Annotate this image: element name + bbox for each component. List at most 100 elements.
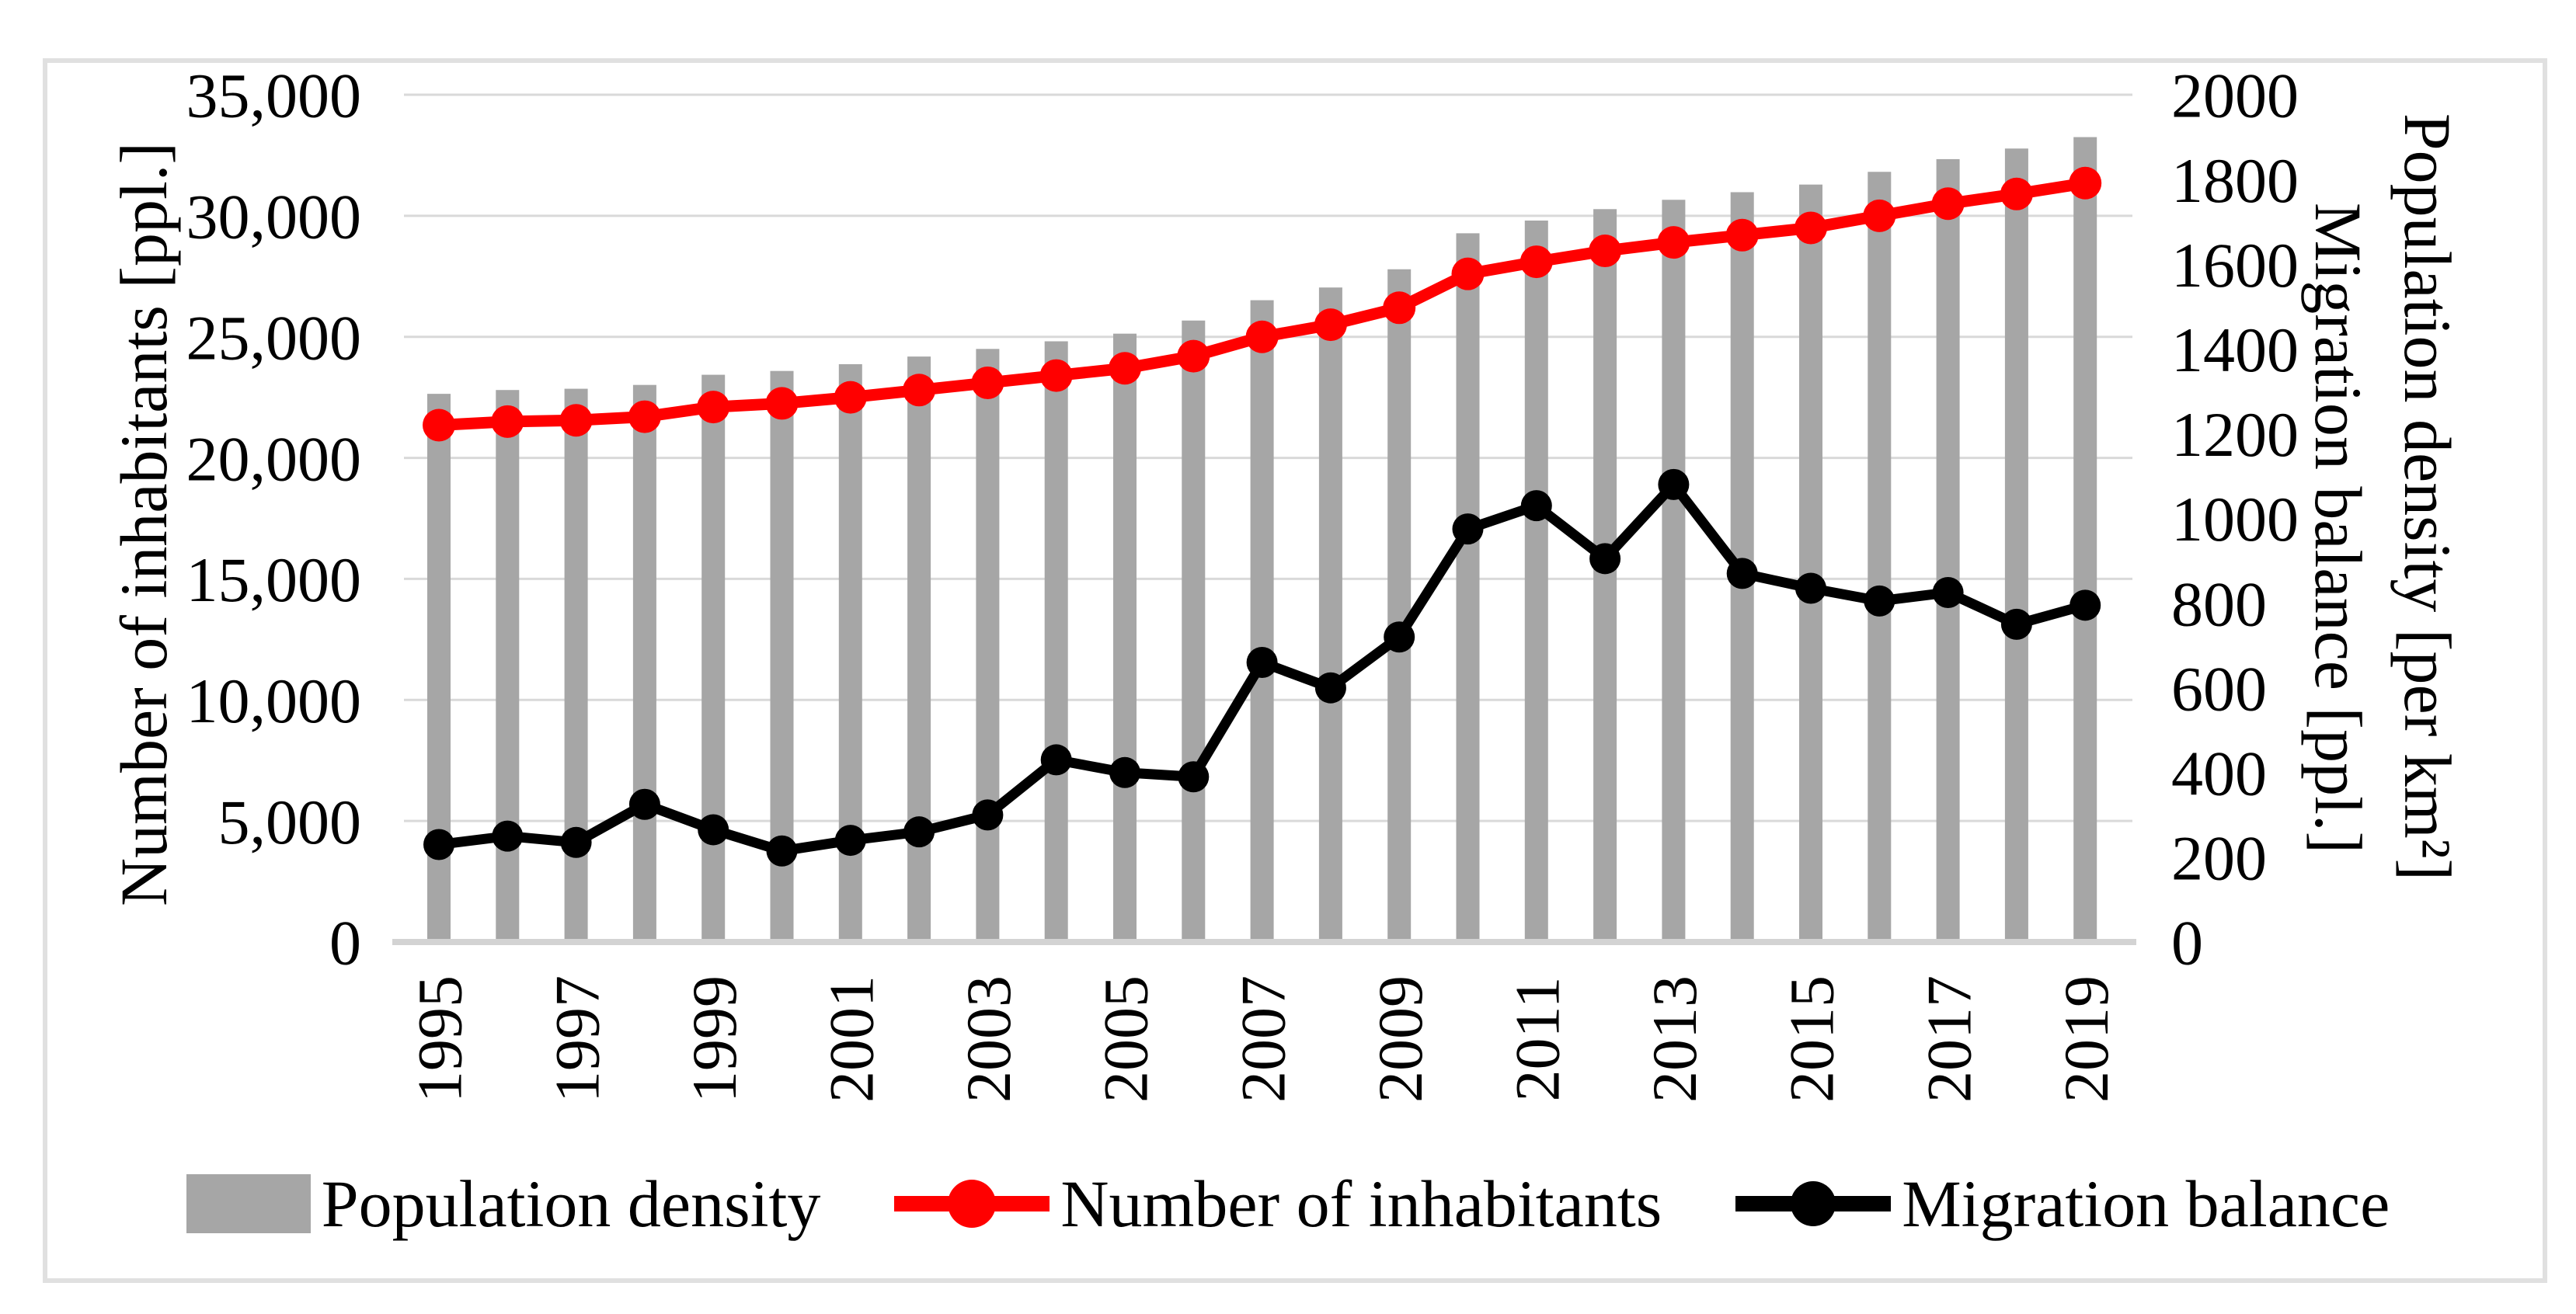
point-migration-balance-2002 <box>903 816 935 848</box>
bar-1997 <box>564 388 588 942</box>
bar-1999 <box>701 374 726 942</box>
right-axis-tick-label: 1200 <box>2171 399 2299 470</box>
x-axis-tick-label: 1999 <box>679 975 750 1103</box>
point-number-of-inhabitants-2018 <box>2000 177 2033 210</box>
point-number-of-inhabitants-2012 <box>1589 235 1622 268</box>
point-number-of-inhabitants-2000 <box>765 387 799 420</box>
bar-2011 <box>1524 221 1548 942</box>
bar-2016 <box>1868 172 1892 942</box>
point-migration-balance-1995 <box>423 829 454 860</box>
left-axis-tick-label: 35,000 <box>186 61 362 131</box>
right-axis-tick-label: 400 <box>2171 739 2267 809</box>
point-migration-balance-2006 <box>1178 761 1210 793</box>
x-axis-tick-label: 2005 <box>1091 975 1161 1103</box>
bar-2018 <box>2004 148 2028 942</box>
point-number-of-inhabitants-2010 <box>1451 257 1485 290</box>
legend-item-number-of-inhabitants: Number of inhabitants <box>894 1165 1662 1243</box>
bar-2002 <box>907 356 931 942</box>
left-axis-tick-label: 20,000 <box>186 423 362 494</box>
point-migration-balance-2011 <box>1520 490 1552 522</box>
legend-label-number-of-inhabitants: Number of inhabitants <box>1060 1166 1662 1241</box>
right-axis-tick-label: 1800 <box>2171 145 2299 216</box>
bar-2007 <box>1250 300 1274 942</box>
x-axis-tick-label: 2015 <box>1777 975 1847 1103</box>
point-number-of-inhabitants-1999 <box>697 391 730 424</box>
point-number-of-inhabitants-1998 <box>628 400 661 433</box>
bar-1998 <box>632 384 656 943</box>
point-migration-balance-2008 <box>1314 672 1346 704</box>
x-axis-tick-label: 2009 <box>1365 975 1436 1103</box>
bar-2017 <box>1936 158 1960 942</box>
left-axis-tick-label: 15,000 <box>186 544 362 615</box>
point-number-of-inhabitants-2016 <box>1863 199 1896 232</box>
point-migration-balance-2003 <box>972 799 1004 831</box>
point-number-of-inhabitants-2011 <box>1519 245 1553 279</box>
point-migration-balance-2018 <box>2000 608 2032 640</box>
x-axis-tick-label: 2001 <box>816 975 887 1103</box>
point-number-of-inhabitants-2009 <box>1383 291 1416 325</box>
black-line-marker-icon <box>1735 1181 1892 1226</box>
x-axis-tick-label: 2007 <box>1227 975 1298 1103</box>
bar-2009 <box>1387 269 1412 943</box>
x-axis-tick-label: 1995 <box>405 975 475 1103</box>
point-migration-balance-2009 <box>1384 621 1415 653</box>
bar-2003 <box>976 349 1000 942</box>
x-axis-tick-label: 1997 <box>541 975 612 1103</box>
right-axis-tick-label: 200 <box>2171 823 2267 894</box>
point-migration-balance-2013 <box>1658 468 1690 500</box>
legend-label-migration-balance: Migration balance <box>1902 1166 2390 1241</box>
right-axis-tick-label: 600 <box>2171 653 2267 724</box>
point-migration-balance-2000 <box>766 835 798 867</box>
point-migration-balance-2005 <box>1109 756 1140 788</box>
point-migration-balance-1996 <box>492 820 524 852</box>
left-axis-tick-label: 5,000 <box>218 787 362 857</box>
point-number-of-inhabitants-1996 <box>491 405 524 438</box>
legend: Population density Number of inhabitants… <box>47 1161 2529 1246</box>
left-axis-tick-label: 25,000 <box>186 302 362 373</box>
bar-2019 <box>2073 137 2097 942</box>
bar-2013 <box>1662 200 1686 942</box>
bar-2004 <box>1044 341 1068 943</box>
point-migration-balance-2017 <box>1932 576 1964 608</box>
point-number-of-inhabitants-2008 <box>1314 308 1347 342</box>
bar-2008 <box>1318 287 1342 942</box>
bar-2010 <box>1456 233 1480 942</box>
x-axis-tick-label: 2019 <box>2051 975 2122 1103</box>
right-axis-tick-label: 0 <box>2171 908 2203 979</box>
right-axis-title-population-density: Population density [per km²] <box>2390 113 2465 881</box>
point-number-of-inhabitants-2019 <box>2069 166 2102 200</box>
point-migration-balance-2004 <box>1040 744 1072 776</box>
point-migration-balance-2015 <box>1795 572 1826 604</box>
right-axis-title-migration-balance: Migration balance [ppl.] <box>2301 202 2376 854</box>
bar-2012 <box>1593 209 1617 942</box>
left-axis-tick-label: 0 <box>329 908 361 979</box>
bar-1996 <box>496 390 520 942</box>
point-migration-balance-1997 <box>560 826 592 858</box>
point-number-of-inhabitants-2015 <box>1794 211 1827 245</box>
point-migration-balance-2012 <box>1589 543 1621 575</box>
right-axis-tick-label: 800 <box>2171 568 2267 639</box>
right-axis-tick-label: 2000 <box>2171 61 2299 131</box>
left-axis-tick-label: 30,000 <box>186 182 362 252</box>
point-migration-balance-2016 <box>1864 585 1895 617</box>
point-number-of-inhabitants-2013 <box>1657 226 1690 259</box>
point-number-of-inhabitants-2003 <box>971 366 1004 399</box>
point-migration-balance-2014 <box>1726 558 1758 589</box>
red-line-marker-icon <box>894 1180 1050 1228</box>
point-migration-balance-2019 <box>2070 589 2101 621</box>
point-number-of-inhabitants-2005 <box>1109 352 1141 385</box>
right-axis-tick-label: 1400 <box>2171 315 2299 385</box>
point-number-of-inhabitants-2002 <box>903 374 936 407</box>
population-density-swatch-icon <box>186 1174 311 1233</box>
point-number-of-inhabitants-2001 <box>834 381 867 414</box>
point-number-of-inhabitants-2004 <box>1039 359 1073 392</box>
point-number-of-inhabitants-2014 <box>1725 218 1759 252</box>
x-axis-tick-label: 2017 <box>1913 975 1984 1103</box>
right-axis-tick-label: 1600 <box>2171 230 2299 301</box>
left-axis-tick-label: 10,000 <box>186 666 362 736</box>
bar-2015 <box>1799 184 1822 942</box>
point-migration-balance-1999 <box>698 814 729 846</box>
legend-item-migration-balance: Migration balance <box>1735 1165 2390 1243</box>
point-number-of-inhabitants-1995 <box>423 408 455 442</box>
